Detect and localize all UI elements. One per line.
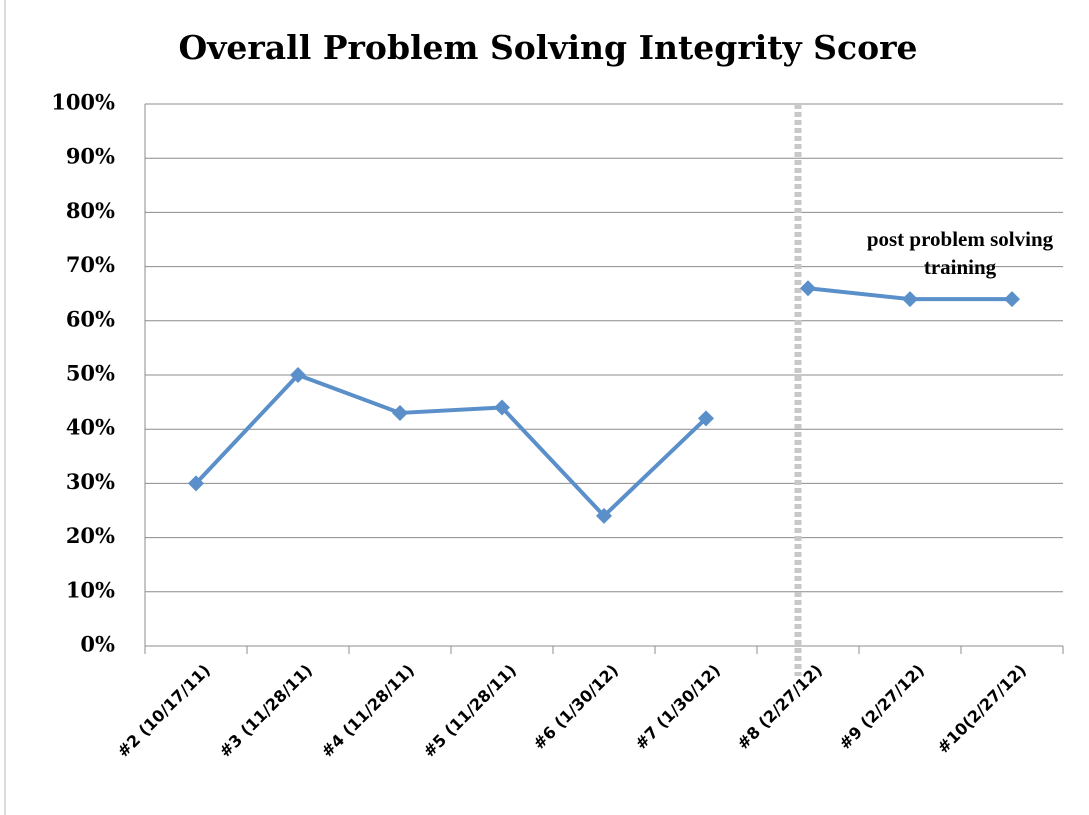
y-tick-label: 80% [66, 198, 115, 223]
y-tick-label: 0% [80, 632, 115, 657]
y-tick-label: 90% [66, 144, 115, 169]
x-tick-label: #4 (11/28/11) [317, 661, 418, 762]
data-point [698, 410, 714, 427]
data-point [596, 507, 612, 524]
y-tick-label: 60% [66, 306, 115, 331]
data-point [392, 404, 408, 421]
x-tick-label: #7 (1/30/12) [631, 661, 724, 754]
annotation: post problem solving [867, 227, 1054, 251]
y-tick-label: 100% [51, 90, 115, 115]
x-tick-label: #2 (10/17/11) [113, 661, 214, 762]
y-tick-label: 30% [66, 469, 115, 494]
y-tick-label: 10% [66, 577, 115, 602]
x-tick-label: #5 (11/28/11) [419, 661, 520, 762]
data-point [902, 291, 918, 308]
data-point [800, 280, 816, 297]
x-tick-label: #9 (2/27/12) [835, 661, 928, 754]
x-tick-label: #3 (11/28/11) [215, 661, 316, 762]
data-point [494, 399, 510, 416]
y-tick-label: 40% [66, 415, 115, 440]
chart-title: Overall Problem Solving Integrity Score [178, 28, 917, 67]
data-point [188, 475, 204, 492]
data-point [1004, 291, 1020, 308]
x-tick-label: #8 (2/27/12) [733, 661, 826, 754]
y-tick-label: 70% [66, 252, 115, 277]
annotation: training [924, 255, 997, 279]
series-line [194, 373, 708, 518]
x-tick-label: #10(2/27/12) [933, 661, 1030, 758]
x-tick-label: #6 (1/30/12) [529, 661, 622, 754]
y-tick-label: 20% [66, 523, 115, 548]
y-tick-label: 50% [66, 361, 115, 386]
data-point [290, 367, 306, 383]
